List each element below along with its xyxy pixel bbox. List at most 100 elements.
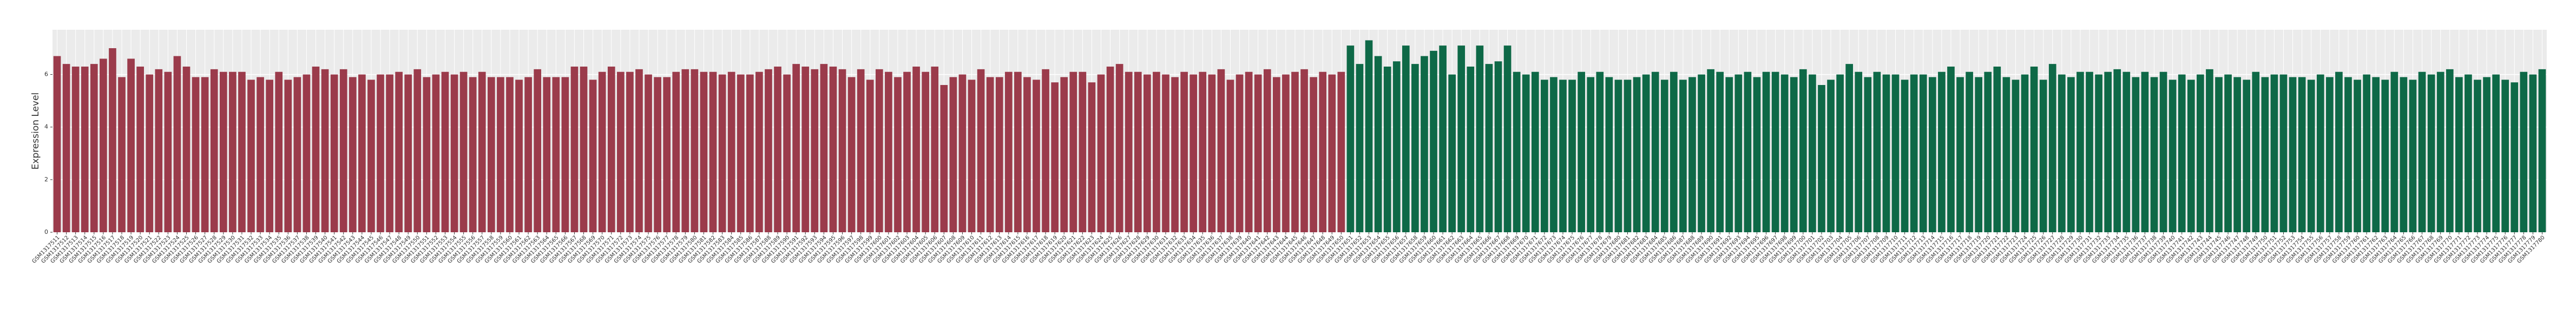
bar bbox=[1319, 71, 1327, 232]
bar bbox=[755, 71, 763, 232]
bar bbox=[2206, 69, 2213, 232]
bar bbox=[681, 69, 689, 232]
bar bbox=[691, 69, 699, 232]
bar bbox=[968, 80, 976, 233]
bar bbox=[266, 80, 273, 233]
bar bbox=[1966, 71, 1973, 232]
bar bbox=[53, 56, 61, 233]
bar bbox=[2178, 74, 2186, 233]
y-tick-label: 6 bbox=[44, 71, 48, 78]
bar bbox=[1208, 74, 1216, 233]
bar bbox=[441, 71, 449, 232]
bar bbox=[727, 71, 735, 232]
bar bbox=[672, 71, 680, 232]
bar bbox=[100, 58, 107, 232]
bar bbox=[321, 69, 329, 232]
bar bbox=[81, 67, 89, 232]
bar bbox=[192, 77, 200, 232]
bar bbox=[118, 77, 126, 232]
bar bbox=[90, 64, 98, 233]
bar bbox=[275, 71, 283, 232]
bar bbox=[2039, 80, 2047, 233]
panel bbox=[52, 30, 2547, 232]
bar bbox=[1503, 45, 1512, 233]
bar bbox=[580, 67, 588, 232]
bar bbox=[1383, 67, 1391, 232]
bar bbox=[1919, 74, 1927, 233]
bar bbox=[2030, 67, 2038, 232]
bar bbox=[524, 77, 532, 232]
bar bbox=[1014, 71, 1022, 232]
bar bbox=[1310, 77, 1317, 232]
bar bbox=[543, 77, 551, 232]
bar bbox=[2243, 80, 2251, 233]
bar bbox=[2307, 80, 2315, 233]
bar bbox=[1106, 67, 1114, 232]
bar bbox=[2187, 80, 2195, 233]
bar bbox=[2261, 77, 2269, 232]
bar bbox=[71, 67, 80, 232]
bar bbox=[1568, 80, 1576, 233]
bar bbox=[552, 77, 560, 232]
bar bbox=[1356, 64, 1364, 233]
bar bbox=[1199, 71, 1207, 232]
bar bbox=[1430, 50, 1437, 232]
bar bbox=[1365, 40, 1373, 232]
bar bbox=[1725, 77, 1733, 232]
bar bbox=[1679, 80, 1687, 233]
bar bbox=[2538, 69, 2546, 232]
bar bbox=[386, 74, 393, 233]
bar bbox=[488, 77, 495, 232]
bar bbox=[2012, 80, 2020, 233]
bar bbox=[1115, 64, 1123, 233]
bar bbox=[459, 71, 468, 232]
bar bbox=[404, 74, 412, 233]
bar bbox=[1060, 77, 1068, 232]
bar bbox=[1226, 80, 1234, 233]
bar bbox=[1476, 45, 1484, 233]
bar bbox=[2298, 77, 2306, 232]
bar bbox=[497, 77, 504, 232]
bar bbox=[912, 67, 920, 232]
bar bbox=[774, 67, 781, 232]
bar bbox=[1836, 74, 1844, 233]
bar bbox=[2215, 77, 2223, 232]
bar bbox=[570, 67, 579, 232]
bar bbox=[718, 74, 726, 233]
bar bbox=[478, 71, 486, 232]
bar bbox=[2427, 74, 2435, 233]
bar bbox=[811, 69, 819, 232]
bar bbox=[2224, 74, 2232, 233]
bar bbox=[977, 69, 985, 232]
bar bbox=[2002, 77, 2010, 232]
bar bbox=[2474, 80, 2481, 233]
bar bbox=[1698, 74, 1705, 233]
bar bbox=[515, 80, 523, 233]
bar bbox=[2418, 71, 2426, 232]
bar bbox=[2113, 69, 2121, 232]
bar bbox=[1550, 77, 1558, 232]
bar bbox=[377, 74, 384, 233]
bar bbox=[1097, 74, 1105, 233]
bar bbox=[801, 67, 810, 232]
bar bbox=[2436, 71, 2444, 232]
bar bbox=[1660, 80, 1668, 233]
bar bbox=[1670, 71, 1678, 232]
bar bbox=[1956, 77, 1964, 232]
bar bbox=[607, 67, 615, 232]
bar bbox=[589, 80, 597, 233]
bar bbox=[2086, 71, 2093, 232]
bar bbox=[894, 77, 902, 232]
bar bbox=[109, 48, 116, 232]
bar bbox=[2344, 77, 2352, 232]
bar bbox=[1374, 56, 1382, 233]
bar bbox=[1531, 71, 1539, 232]
bar bbox=[1263, 69, 1271, 232]
bar bbox=[1744, 71, 1752, 232]
bar bbox=[339, 69, 347, 232]
bar bbox=[598, 71, 606, 232]
bar bbox=[2048, 64, 2056, 233]
bar bbox=[616, 71, 625, 232]
bar bbox=[1411, 64, 1419, 233]
